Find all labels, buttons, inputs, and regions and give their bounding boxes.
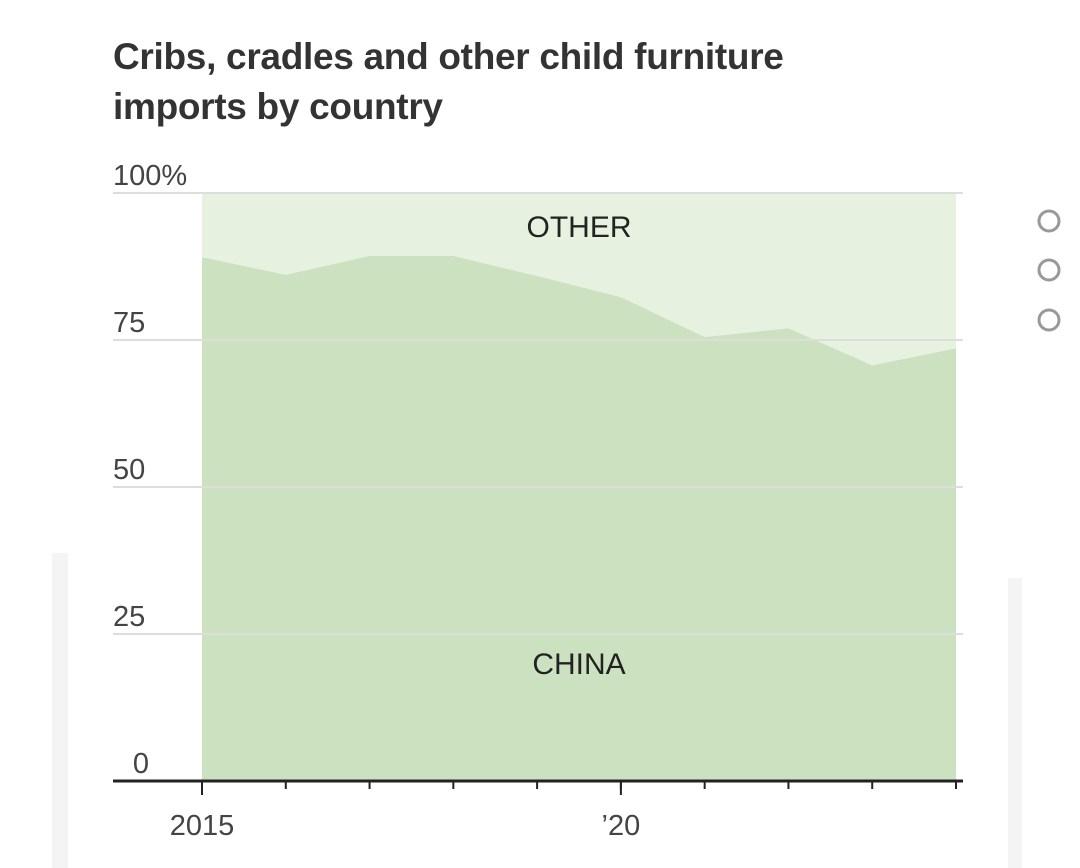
y-tick-label: 75 bbox=[113, 307, 145, 339]
side-panel bbox=[52, 553, 68, 868]
carousel-dot[interactable] bbox=[1037, 258, 1061, 282]
y-tick-label: 0 bbox=[133, 748, 149, 780]
x-tick-label: 2015 bbox=[170, 810, 235, 842]
chart-title: Cribs, cradles and other child furniture… bbox=[113, 36, 784, 127]
area bbox=[202, 193, 956, 366]
area bbox=[202, 255, 956, 781]
carousel-dot[interactable] bbox=[1037, 308, 1061, 332]
carousel-dot[interactable] bbox=[1037, 209, 1061, 233]
series-label: OTHER bbox=[527, 211, 632, 244]
side-panel bbox=[1008, 578, 1022, 868]
y-tick-label: 25 bbox=[113, 601, 145, 633]
y-tick-label: 100% bbox=[113, 160, 187, 192]
x-tick-label: ’20 bbox=[602, 810, 641, 842]
y-tick-label: 50 bbox=[113, 454, 145, 486]
series-label: CHINA bbox=[532, 648, 625, 681]
